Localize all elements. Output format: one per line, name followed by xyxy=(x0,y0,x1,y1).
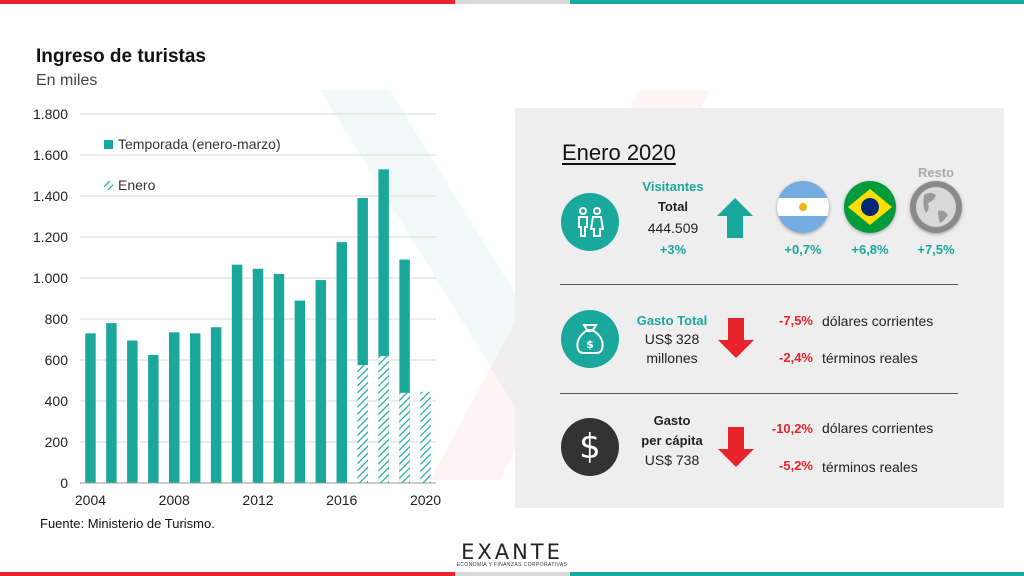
rest-change: +7,5% xyxy=(917,242,955,257)
chart-title: Ingreso de turistas xyxy=(36,46,206,67)
bar-temporada xyxy=(336,242,347,483)
top-accent-bar xyxy=(0,0,1024,4)
brazil-change: +6,8% xyxy=(851,242,889,257)
bar-enero xyxy=(357,365,368,483)
y-tick-label: 400 xyxy=(45,393,69,409)
exante-logo: EXANTE ECONOMÍA Y FINANZAS CORPORATIVAS xyxy=(456,540,568,568)
bar-temporada xyxy=(106,323,117,483)
bar-temporada xyxy=(252,268,264,483)
logo-tagline: ECONOMÍA Y FINANZAS CORPORATIVAS xyxy=(456,562,568,568)
per-capita-change-real: -5,2% xyxy=(779,458,813,473)
total-spending-change-current: -7,5% xyxy=(779,313,813,328)
bar-temporada xyxy=(378,169,389,483)
svg-text:$: $ xyxy=(586,338,594,351)
y-tick-label: 1.600 xyxy=(33,147,68,163)
bar-enero xyxy=(420,391,431,483)
bar-temporada xyxy=(294,300,306,483)
per-capita-desc-current: dólares corrientes xyxy=(822,420,934,436)
down-arrow-icon xyxy=(718,427,754,467)
per-capita-value: US$ 738 xyxy=(644,452,700,468)
legend-label-enero: Enero xyxy=(118,177,156,193)
visitors-total-value: 444.509 xyxy=(647,220,699,236)
legend-swatch-enero xyxy=(104,181,113,190)
bar-temporada xyxy=(210,327,222,483)
y-tick-label: 0 xyxy=(60,475,68,491)
argentina-change: +0,7% xyxy=(784,242,822,257)
down-arrow-icon xyxy=(718,318,754,358)
bar-temporada xyxy=(357,198,368,484)
logo-text: EXANTE xyxy=(461,540,563,564)
bar-temporada xyxy=(273,273,285,483)
bar-temporada xyxy=(315,280,327,483)
brazil-flag-icon xyxy=(844,181,896,233)
bar-temporada xyxy=(169,332,180,483)
globe-icon xyxy=(910,181,962,233)
y-tick-label: 200 xyxy=(45,434,69,450)
panel-title: Enero 2020 xyxy=(562,140,676,165)
bar-temporada xyxy=(85,333,96,483)
bar-temporada xyxy=(148,354,159,483)
bar-temporada xyxy=(189,333,201,483)
y-tick-label: 1.400 xyxy=(33,188,68,204)
per-capita-desc-real: términos reales xyxy=(822,459,918,475)
visitors-total-label: Total xyxy=(657,199,689,214)
x-tick-label: 2012 xyxy=(242,492,273,508)
separator xyxy=(560,284,958,285)
bar-temporada xyxy=(231,264,243,483)
visitors-icon xyxy=(561,193,619,251)
source-note: Fuente: Ministerio de Turismo. xyxy=(40,516,215,531)
x-tick-label: 2020 xyxy=(410,492,441,508)
legend-swatch-temporada xyxy=(104,140,113,149)
bar-chart: 0 200 400 600 800 1.000 1.200 1.400 1.600 1.800 20… xyxy=(33,106,441,508)
total-spending-heading: Gasto Total xyxy=(636,313,708,328)
x-tick-label: 2004 xyxy=(75,492,106,508)
rest-label: Resto xyxy=(917,165,955,180)
y-tick-label: 800 xyxy=(45,311,69,327)
total-spending-unit: millones xyxy=(646,350,698,366)
dollar-icon: $ xyxy=(561,418,619,476)
argentina-flag-icon xyxy=(777,181,829,233)
per-capita-change-current: -10,2% xyxy=(771,421,813,436)
chart-subtitle: En miles xyxy=(36,72,98,89)
x-tick-label: 2008 xyxy=(159,492,190,508)
x-tick-label: 2016 xyxy=(326,492,357,508)
per-capita-heading-1: Gasto xyxy=(653,413,691,428)
y-tick-label: 600 xyxy=(45,352,69,368)
per-capita-heading-2: per cápita xyxy=(641,433,703,448)
money-bag-icon: $ xyxy=(561,310,619,368)
up-arrow-icon xyxy=(717,198,753,238)
total-spending-desc-current: dólares corrientes xyxy=(822,313,934,329)
bar-enero xyxy=(378,355,389,483)
bar-temporada xyxy=(127,340,138,483)
visitors-change: +3% xyxy=(659,242,687,257)
bar-enero xyxy=(399,392,410,483)
total-spending-change-real: -2,4% xyxy=(779,350,813,365)
total-spending-value: US$ 328 xyxy=(644,331,700,347)
total-spending-desc-real: términos reales xyxy=(822,350,918,366)
y-tick-label: 1.800 xyxy=(33,106,68,122)
bottom-accent-bar xyxy=(0,572,1024,576)
bar-temporada xyxy=(399,259,410,483)
legend-label-temporada: Temporada (enero-marzo) xyxy=(118,136,281,152)
visitors-heading: Visitantes xyxy=(642,179,704,194)
separator xyxy=(560,393,958,394)
y-tick-label: 1.200 xyxy=(33,229,68,245)
y-tick-label: 1.000 xyxy=(33,270,68,286)
